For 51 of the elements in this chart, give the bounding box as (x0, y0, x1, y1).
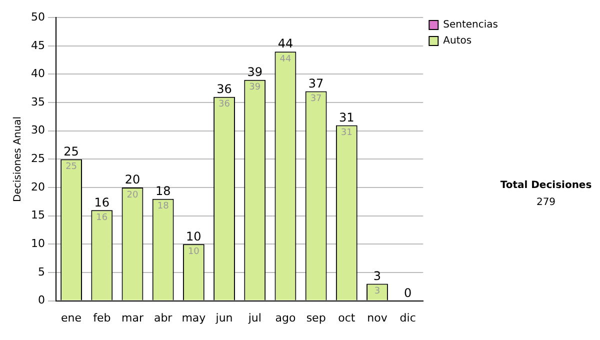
total-label: 39 (247, 65, 263, 80)
total-label: 16 (94, 195, 110, 210)
y-tick-label: 50 (30, 10, 45, 24)
x-tick-label: dic (400, 311, 416, 324)
total-label: 36 (216, 82, 232, 96)
total-label: 18 (155, 184, 171, 198)
y-tick-label: 35 (30, 95, 45, 108)
y-tick-label: 0 (38, 294, 45, 307)
y-tick-label: 40 (30, 67, 45, 80)
x-tick-label: oct (338, 311, 356, 324)
y-tick-label: 5 (38, 265, 45, 278)
data-label: 37 (310, 94, 322, 104)
y-tick-label: 25 (30, 152, 45, 166)
data-label: 20 (126, 190, 138, 200)
total-label: 20 (124, 172, 140, 187)
total-label: 10 (186, 229, 202, 244)
text: Total Decisiones (499, 180, 593, 191)
total-label: 31 (339, 110, 354, 124)
y-tick-label: 30 (30, 124, 45, 137)
data-label: 18 (157, 202, 170, 212)
y-axis-title: Decisiones Anual (12, 116, 24, 202)
data-label: 36 (218, 100, 230, 110)
x-tick-label: jun (214, 311, 233, 324)
total-label: 25 (64, 144, 79, 158)
data-label: 44 (280, 54, 292, 64)
x-tick-label: abr (154, 311, 173, 324)
x-tick-label: ago (275, 311, 296, 324)
y-tick-label: 10 (30, 237, 45, 250)
legend-label: Sentencias (443, 20, 498, 31)
x-tick-label: mar (121, 311, 144, 324)
data-label: 16 (96, 213, 108, 224)
total-label: 37 (308, 76, 324, 90)
data-label: 25 (66, 162, 78, 172)
data-label: 39 (249, 82, 261, 93)
total-label: 3 (373, 268, 382, 283)
data-label: 3 (374, 286, 380, 297)
y-tick-label: 20 (30, 180, 45, 194)
y-tick-label: 45 (30, 38, 45, 52)
data-label: 31 (340, 128, 352, 138)
x-tick-label: jul (247, 311, 262, 324)
text: 279 (535, 197, 557, 208)
y-tick-label: 15 (30, 208, 45, 222)
x-tick-label: feb (93, 311, 111, 324)
x-tick-label: ene (61, 311, 82, 324)
x-tick-label: sep (306, 311, 326, 324)
x-tick-label: may (182, 311, 206, 324)
x-tick-label: nov (367, 311, 388, 324)
legend-label: Autos (443, 36, 472, 47)
total-label: 44 (278, 36, 294, 51)
data-label: 10 (188, 247, 200, 258)
total-label: 0 (404, 286, 412, 300)
